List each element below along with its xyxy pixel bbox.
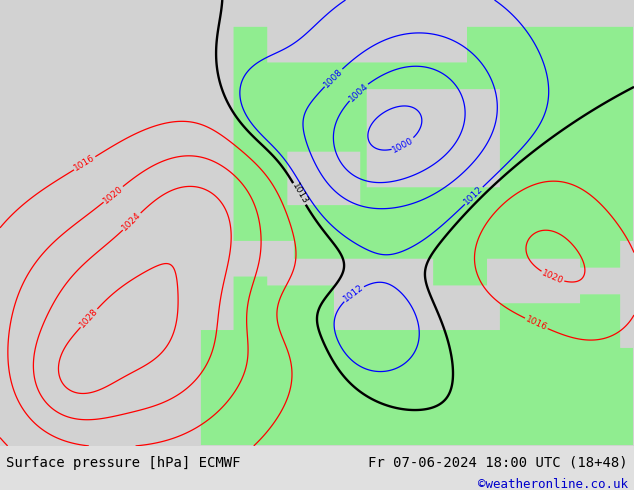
Text: 1008: 1008 xyxy=(322,67,345,89)
Text: 1020: 1020 xyxy=(101,184,125,205)
Text: 1020: 1020 xyxy=(540,269,565,286)
Text: 1028: 1028 xyxy=(78,307,100,330)
Text: 1000: 1000 xyxy=(391,135,415,154)
Text: 1016: 1016 xyxy=(524,315,548,332)
Text: Fr 07-06-2024 18:00 UTC (18+48): Fr 07-06-2024 18:00 UTC (18+48) xyxy=(368,456,628,469)
Text: 1012: 1012 xyxy=(462,185,485,207)
Text: ©weatheronline.co.uk: ©weatheronline.co.uk xyxy=(477,478,628,490)
Text: 1024: 1024 xyxy=(120,211,143,233)
Text: Surface pressure [hPa] ECMWF: Surface pressure [hPa] ECMWF xyxy=(6,456,241,469)
Text: 1004: 1004 xyxy=(347,81,370,103)
Text: 1013: 1013 xyxy=(290,182,309,206)
Text: 1012: 1012 xyxy=(342,283,365,304)
Text: 1016: 1016 xyxy=(72,153,97,173)
